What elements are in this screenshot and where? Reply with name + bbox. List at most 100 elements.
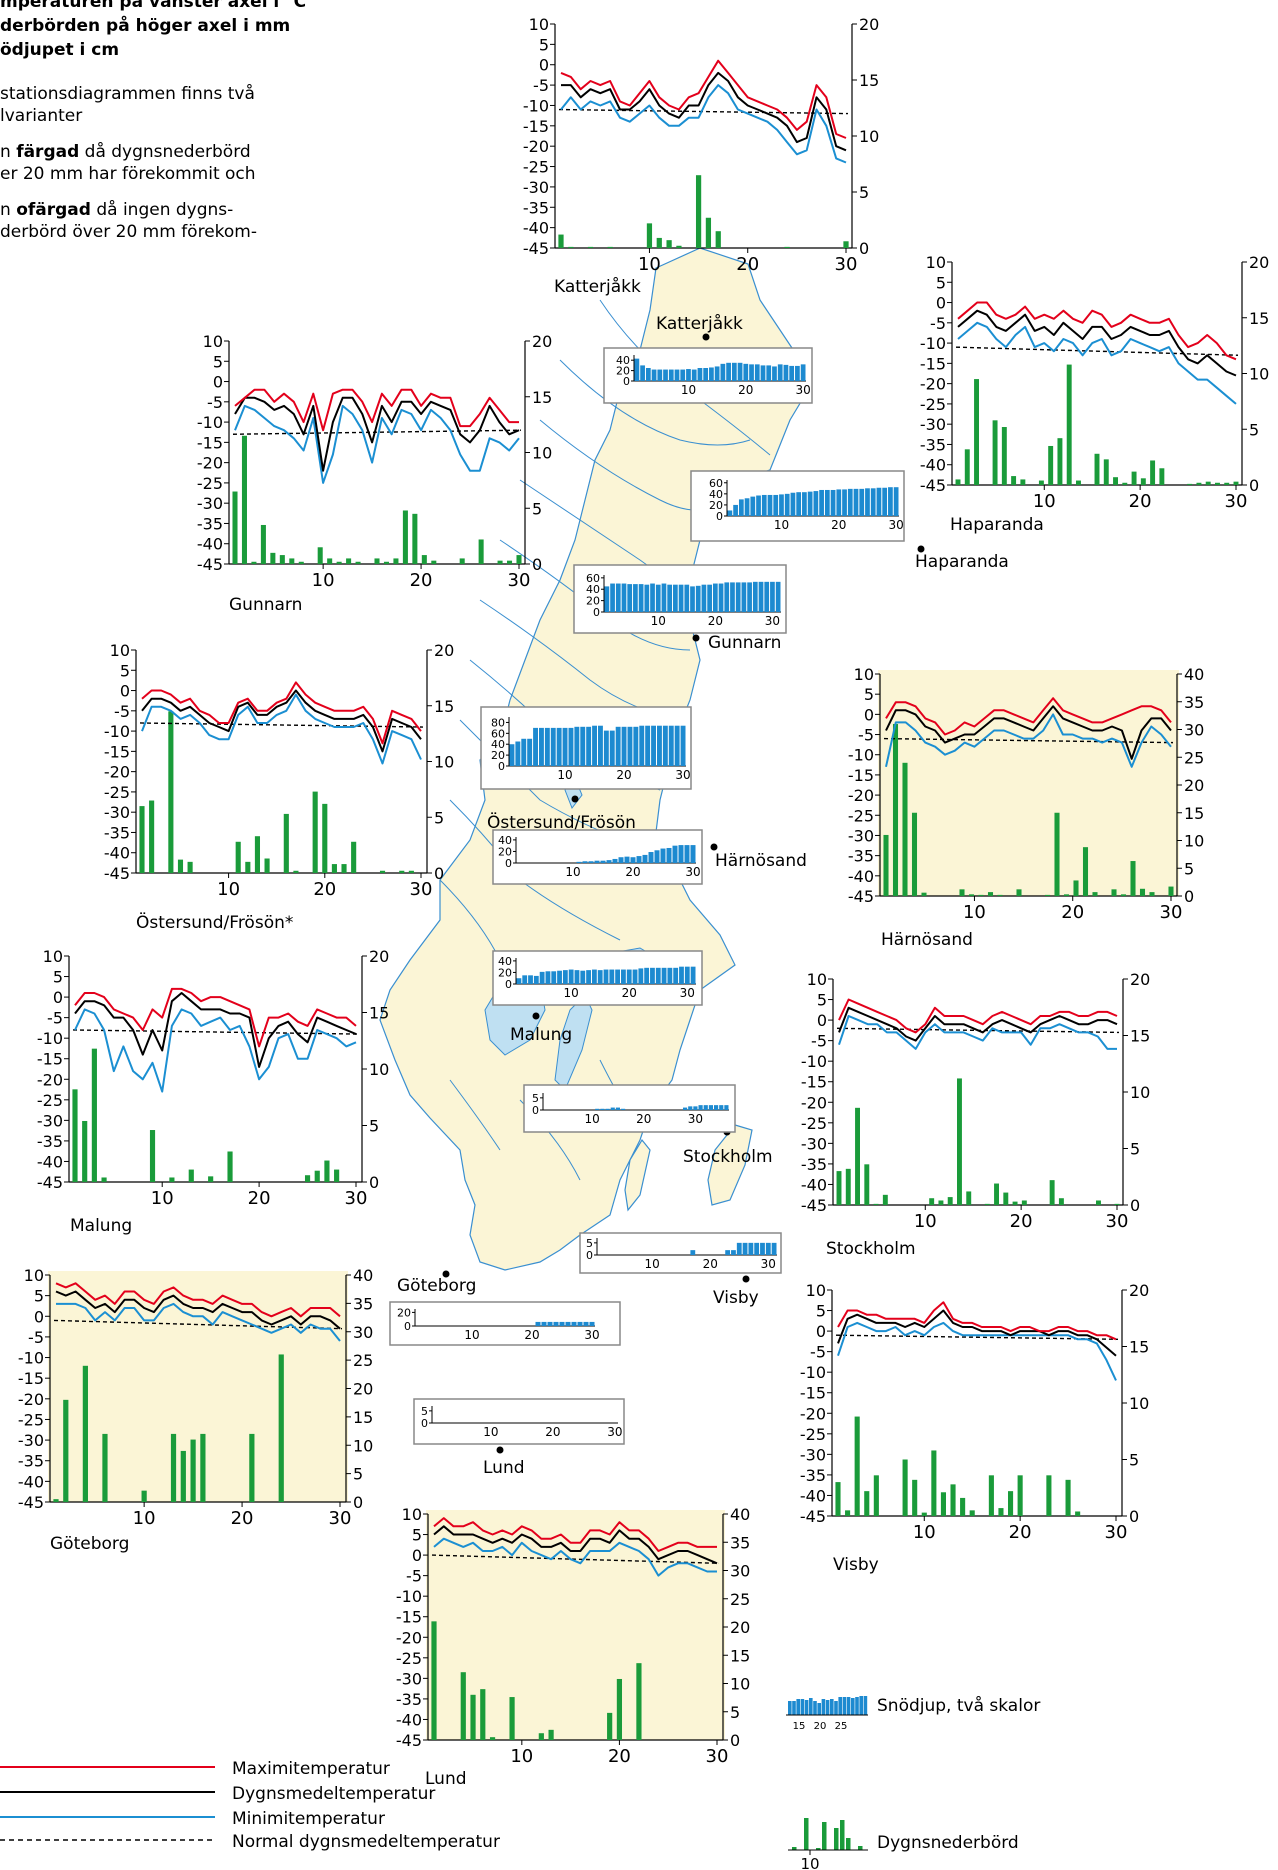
snow-bar bbox=[876, 487, 882, 516]
left-tick-label: -10 bbox=[104, 722, 130, 741]
right-tick-label: 15 bbox=[1130, 1027, 1150, 1046]
snow-bar bbox=[588, 861, 594, 863]
left-tick-label: -45 bbox=[800, 1507, 826, 1526]
left-tick-label: -5 bbox=[533, 76, 549, 95]
station-label: Göteborg bbox=[50, 1534, 129, 1554]
snow-bar bbox=[615, 969, 621, 984]
precip-bar bbox=[705, 217, 712, 248]
precip-bar bbox=[864, 1491, 870, 1516]
intro-heading-3: ödjupet i cm bbox=[0, 40, 120, 60]
left-tick-label: -5 bbox=[28, 1328, 44, 1347]
snow-bar bbox=[580, 970, 586, 984]
left-tick-label: -35 bbox=[104, 823, 130, 842]
x-tick-label: 20 bbox=[1009, 1522, 1032, 1543]
precip-bar bbox=[270, 552, 276, 564]
precip-bar bbox=[1094, 453, 1100, 485]
precip-bar bbox=[1187, 483, 1193, 485]
left-tick-label: -20 bbox=[801, 1093, 827, 1112]
left-tick-label: -15 bbox=[396, 1608, 422, 1627]
left-tick-label: 5 bbox=[817, 991, 827, 1010]
inset-x-tick-label: 20 bbox=[703, 1257, 718, 1271]
legend-precip-bar bbox=[792, 1847, 797, 1850]
x-tick-label: 30 bbox=[706, 1746, 729, 1767]
right-tick-label: 15 bbox=[1249, 309, 1269, 328]
max-temp-line bbox=[433, 1517, 717, 1552]
precip-bar bbox=[656, 237, 662, 248]
min-temp-line bbox=[885, 713, 1172, 768]
precip-bar bbox=[1150, 460, 1156, 485]
snow-bar bbox=[666, 847, 672, 863]
inset-x-tick-label: 10 bbox=[483, 1425, 498, 1439]
precip-bar bbox=[283, 813, 289, 873]
max-temp-line bbox=[885, 697, 1172, 736]
city-marker-lund bbox=[496, 1446, 504, 1454]
right-tick-label: 20 bbox=[532, 332, 552, 351]
snow-bar bbox=[678, 584, 684, 612]
inset-x-tick-label: 20 bbox=[831, 518, 846, 532]
snow-bar bbox=[515, 741, 521, 766]
inset-y-tick-label: 40 bbox=[491, 738, 505, 751]
legend-snow-bar bbox=[842, 1697, 847, 1715]
mean-temp-line bbox=[561, 71, 847, 152]
x-tick-label: 20 bbox=[1061, 902, 1084, 923]
snow-bar bbox=[752, 581, 758, 612]
left-tick-label: -40 bbox=[848, 867, 874, 886]
map-label-malung: Malung bbox=[510, 1025, 572, 1045]
left-tick-label: -40 bbox=[523, 219, 549, 238]
left-tick-label: -45 bbox=[523, 239, 549, 258]
precip-bar bbox=[988, 1475, 994, 1516]
snow-bar bbox=[633, 726, 639, 766]
snow-bar bbox=[690, 966, 696, 984]
snow-bar bbox=[779, 494, 784, 516]
right-tick-label: 10 bbox=[434, 753, 454, 772]
chart-highlight-bg bbox=[878, 670, 1179, 896]
snow-bar bbox=[738, 499, 744, 516]
precip-bar bbox=[177, 859, 184, 873]
legend-precip-tick: 10 bbox=[800, 1855, 819, 1870]
precip-bar bbox=[279, 555, 285, 564]
left-tick-label: 0 bbox=[412, 1546, 422, 1565]
right-tick-label: 25 bbox=[730, 1590, 750, 1609]
snow-bar bbox=[743, 363, 749, 381]
inset-x-tick-label: 10 bbox=[645, 1257, 660, 1271]
precip-bar bbox=[460, 1672, 466, 1740]
left-tick-label: -5 bbox=[47, 1009, 63, 1028]
inset-y-tick-label: 40 bbox=[498, 834, 512, 847]
left-tick-label: -40 bbox=[18, 1472, 44, 1491]
right-tick-label: 15 bbox=[859, 71, 879, 90]
left-tick-label: 5 bbox=[816, 1302, 826, 1321]
city-marker-g-teborg bbox=[442, 1270, 450, 1278]
precip-bar bbox=[1021, 1200, 1027, 1205]
precip-bar bbox=[968, 894, 975, 896]
right-tick-label: 15 bbox=[1184, 804, 1204, 823]
left-tick-label: 0 bbox=[864, 705, 874, 724]
snow-bar bbox=[698, 1105, 703, 1110]
inset-y-tick-label: 40 bbox=[586, 583, 600, 596]
precip-bar bbox=[489, 1737, 496, 1740]
inset-y-tick-label: 40 bbox=[498, 955, 512, 968]
inset-y-tick-label: 0 bbox=[716, 510, 723, 523]
x-tick-label: 10 bbox=[133, 1508, 156, 1529]
left-tick-label: -45 bbox=[104, 864, 130, 883]
left-tick-label: -20 bbox=[396, 1628, 422, 1647]
intro-para2-bold: färgad bbox=[16, 142, 80, 162]
right-tick-label: 0 bbox=[859, 239, 869, 258]
precip-bar bbox=[845, 1168, 851, 1205]
snow-bar bbox=[642, 854, 648, 863]
map-label-gunnarn: Gunnarn bbox=[708, 633, 781, 653]
snow-bar bbox=[761, 494, 767, 516]
left-tick-label: -30 bbox=[37, 1111, 63, 1130]
left-tick-label: -15 bbox=[523, 117, 549, 136]
precip-bar bbox=[322, 803, 328, 873]
snow-bar bbox=[663, 369, 668, 381]
snow-bar bbox=[853, 488, 859, 516]
min-temp-line bbox=[838, 1015, 1117, 1050]
precip-bar bbox=[412, 513, 418, 564]
snow-bar bbox=[533, 975, 539, 984]
snow-bar bbox=[657, 369, 663, 381]
precip-bar bbox=[947, 1197, 953, 1205]
snow-bar bbox=[777, 364, 783, 381]
precip-bar bbox=[607, 1712, 613, 1740]
x-tick-label: 10 bbox=[1033, 491, 1056, 512]
snow-bar bbox=[770, 581, 775, 612]
